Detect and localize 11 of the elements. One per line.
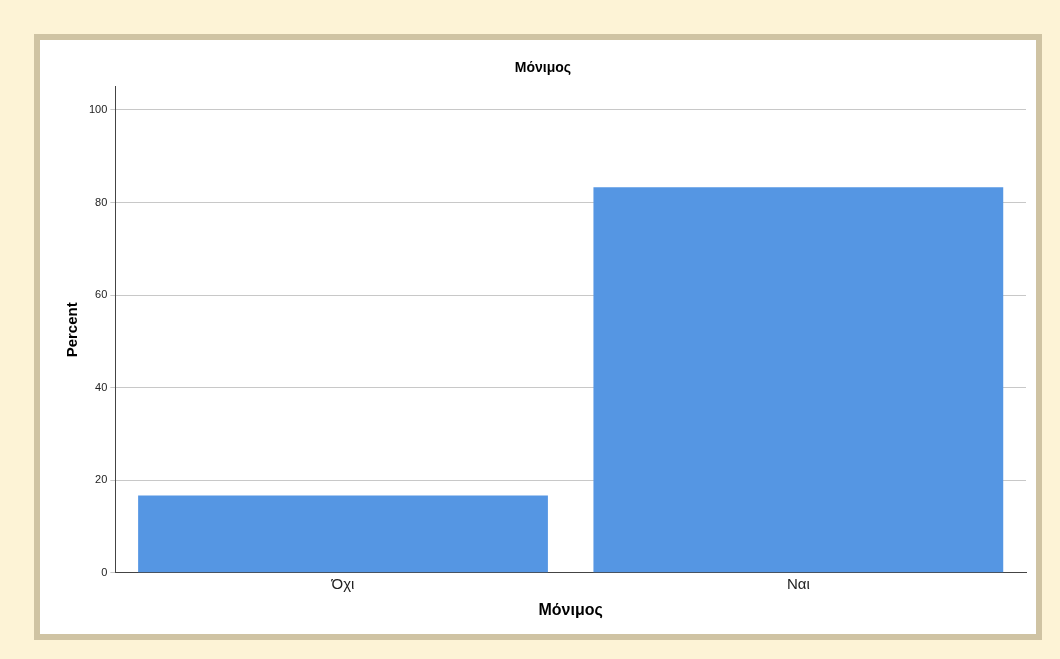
y-tick-label: 60 <box>95 288 108 301</box>
x-tick-label: Όχι <box>330 574 355 592</box>
y-tick-label: 100 <box>88 102 108 115</box>
y-tick-label: 0 <box>101 565 108 578</box>
y-axis-title: Percent <box>63 302 81 358</box>
y-tick-label: 40 <box>95 380 108 393</box>
x-axis-title: Μόνιμος <box>538 600 603 619</box>
chart-title: Μόνιμος <box>514 59 572 76</box>
y-tick-label: 80 <box>95 195 108 208</box>
x-tick-label: Ναι <box>786 574 810 592</box>
y-tick-label: 20 <box>95 473 108 486</box>
